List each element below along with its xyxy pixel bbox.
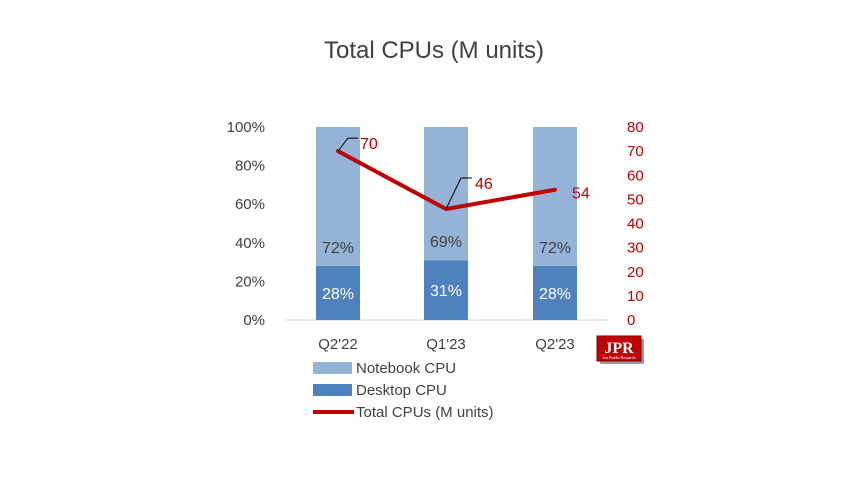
bar-data-label: 72% <box>539 240 571 257</box>
x-tick-label: Q1'23 <box>426 336 466 353</box>
chart-title: Total CPUs (M units) <box>324 37 544 64</box>
line-data-label: 70 <box>360 136 378 153</box>
y-left-tick-label: 40% <box>235 235 265 252</box>
y-left-tick-label: 100% <box>227 119 265 136</box>
bar-data-label: 69% <box>430 234 462 251</box>
line-data-label: 54 <box>572 186 590 203</box>
legend-label: Notebook CPU <box>356 360 456 377</box>
line-data-label: 46 <box>475 176 493 193</box>
legend-swatch <box>313 384 352 396</box>
line-label-leader <box>445 177 472 210</box>
bar-data-label: 72% <box>322 240 354 257</box>
bar-data-label: 28% <box>539 286 571 303</box>
y-right-tick-label: 50 <box>627 191 644 208</box>
total-line: 70 46 54 <box>336 136 590 212</box>
y-right-tick-label: 80 <box>627 119 644 136</box>
logo-subtext: Jon Peddie Research <box>602 355 635 360</box>
legend-swatch <box>313 362 352 374</box>
y-right-tick-label: 0 <box>627 312 635 329</box>
bar-data-label: 28% <box>322 286 354 303</box>
x-tick-label: Q2'23 <box>535 336 575 353</box>
y-right-tick-label: 20 <box>627 264 644 281</box>
legend: Notebook CPU Desktop CPU Total CPUs (M uni… <box>313 360 494 421</box>
bar-segment <box>533 265 577 320</box>
y-left-tick-label: 80% <box>235 158 265 175</box>
y-left-tick-label: 60% <box>235 196 265 213</box>
y-right-tick-label: 30 <box>627 240 644 257</box>
bars: 28% 72% 31% 69% 28% 72% <box>316 127 577 320</box>
line-label-leader <box>337 137 358 152</box>
bar-segment <box>424 127 468 261</box>
y-right-tick-label: 60 <box>627 167 644 184</box>
bar-data-label: 31% <box>430 283 462 300</box>
legend-label: Desktop CPU <box>356 382 447 399</box>
y-left-tick-label: 20% <box>235 273 265 290</box>
bar-segment <box>316 265 360 320</box>
y-right-tick-label: 40 <box>627 216 644 233</box>
x-tick-label: Q2'22 <box>318 336 358 353</box>
y-left-tick-label: 0% <box>243 312 265 329</box>
bar-segment <box>533 127 577 266</box>
legend-label: Total CPUs (M units) <box>356 404 494 421</box>
y-right-tick-label: 70 <box>627 143 644 160</box>
y-right-tick-label: 10 <box>627 288 644 305</box>
logo-box <box>596 335 642 362</box>
logo-mark: JPR <box>604 340 634 357</box>
bar-segment <box>424 260 468 320</box>
